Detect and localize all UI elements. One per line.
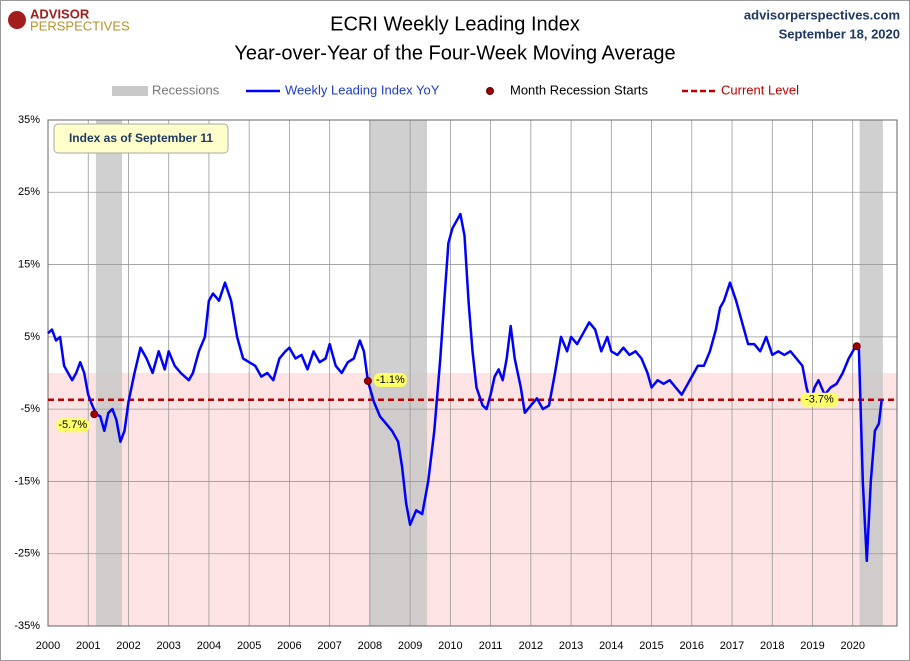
x-tick-label: 2005	[237, 640, 261, 652]
x-tick-label: 2008	[358, 640, 382, 652]
logo: PERSPECTIVES	[30, 18, 130, 33]
x-tick-label: 2012	[519, 640, 543, 652]
current-level-label: -3.7%	[805, 394, 834, 406]
x-tick-label: 2004	[197, 640, 221, 652]
recession-start-marker	[852, 342, 861, 351]
legend-label: Weekly Leading Index YoY	[285, 82, 440, 97]
x-tick-label: 2019	[800, 640, 824, 652]
x-tick-label: 2020	[840, 640, 864, 652]
x-tick-label: 2010	[438, 640, 462, 652]
chart-subtitle: Year-over-Year of the Four-Week Moving A…	[234, 42, 675, 64]
x-tick-label: 2013	[559, 640, 583, 652]
legend: Recessions Weekly Leading Index YoY Month …	[112, 82, 799, 97]
x-tick-label: 2003	[156, 640, 180, 652]
y-tick-label: -35%	[14, 620, 40, 632]
legend-swatch	[486, 87, 494, 95]
logo: ADVISOR	[30, 6, 90, 21]
recession-band	[95, 120, 123, 626]
annotation-box	[53, 123, 229, 154]
x-tick-label: 2014	[599, 640, 623, 652]
negative-region	[48, 373, 897, 626]
date: September 18, 2020	[779, 26, 900, 41]
y-tick-label: -15%	[14, 475, 40, 487]
label-box	[56, 418, 90, 433]
logo-icon	[8, 11, 26, 29]
legend-label: Month Recession Starts	[510, 82, 649, 97]
x-tick-label: 2007	[317, 640, 341, 652]
x-tick-label: 2017	[720, 640, 744, 652]
plot-border	[47, 119, 898, 627]
series-line	[47, 212, 883, 563]
y-tick-label: -25%	[14, 548, 40, 560]
label-box	[373, 372, 407, 387]
source: advisorperspectives.com	[744, 7, 900, 22]
annotation: Index as of September 11	[69, 131, 213, 145]
x-tick-label: 2011	[479, 640, 503, 652]
y-tick-label: 15%	[18, 258, 40, 270]
x-tick-label: 2016	[680, 640, 704, 652]
x-tick-label: 2018	[760, 640, 784, 652]
y-tick-label: 35%	[18, 114, 40, 126]
data-label: -5.7%	[58, 419, 87, 431]
legend-swatch	[112, 86, 148, 96]
recession-start-marker	[363, 376, 372, 385]
legend-label: Recessions	[152, 82, 220, 97]
x-tick-label: 2000	[36, 640, 60, 652]
data-label: -1.1%	[376, 374, 405, 386]
x-tick-label: 2002	[116, 640, 140, 652]
label-box	[800, 392, 839, 407]
x-tick-label: 2006	[277, 640, 301, 652]
x-tick-label: 2001	[76, 640, 100, 652]
y-tick-label: 5%	[24, 331, 40, 343]
y-tick-label: 25%	[18, 186, 40, 198]
legend-label: Current Level	[721, 82, 799, 97]
y-tick-label: -5%	[20, 403, 40, 415]
x-tick-label: 2015	[639, 640, 663, 652]
recession-band	[859, 120, 883, 626]
x-tick-label: 2009	[398, 640, 422, 652]
recession-start-marker	[90, 410, 99, 419]
chart-title: ECRI Weekly Leading Index	[330, 13, 580, 35]
